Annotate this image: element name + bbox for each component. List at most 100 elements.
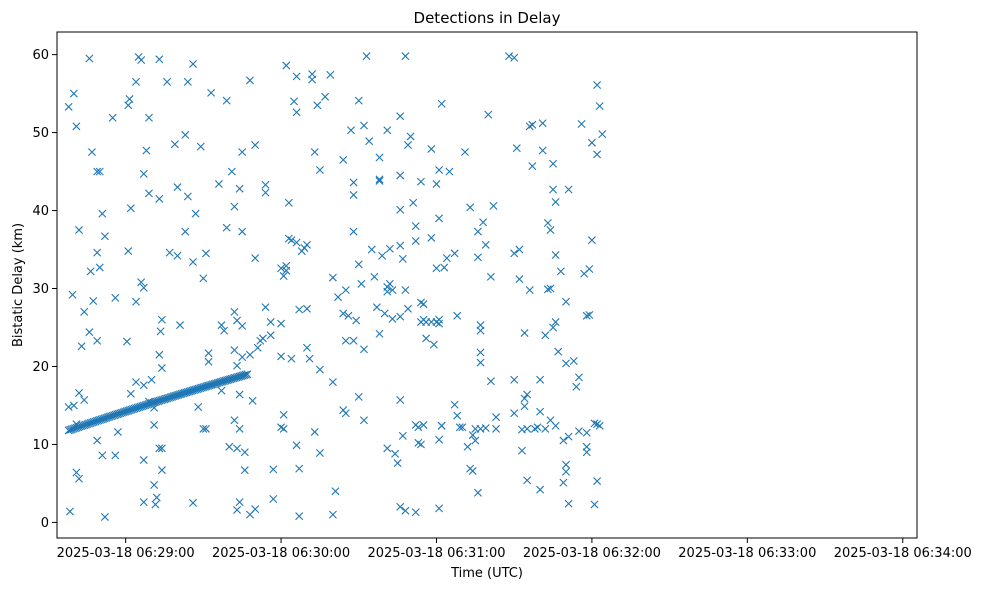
data-point	[445, 167, 454, 176]
data-point	[401, 506, 410, 515]
data-point	[155, 350, 164, 359]
data-point	[315, 365, 324, 374]
plot-frame	[56, 31, 918, 539]
data-point	[435, 319, 444, 328]
data-point	[144, 397, 153, 406]
data-point	[238, 353, 247, 362]
data-point	[354, 260, 363, 269]
y-tick-label: 0	[41, 516, 49, 531]
data-point	[396, 171, 405, 180]
data-point	[277, 352, 286, 361]
data-point	[554, 347, 563, 356]
data-point	[292, 441, 301, 450]
data-point	[476, 358, 485, 367]
data-point	[510, 53, 519, 62]
data-point	[582, 428, 591, 437]
data-point	[69, 89, 78, 98]
data-point	[398, 431, 407, 440]
data-point	[375, 329, 384, 338]
data-point	[437, 99, 446, 108]
data-point	[282, 261, 291, 270]
data-point	[144, 189, 153, 198]
data-point	[132, 378, 140, 387]
data-point	[396, 112, 405, 121]
data-point	[144, 113, 153, 122]
data-point	[251, 141, 260, 150]
data-point	[100, 232, 109, 241]
data-point	[93, 336, 102, 345]
data-point	[87, 148, 96, 157]
data-point	[429, 340, 438, 349]
data-point	[139, 169, 148, 178]
data-point	[137, 56, 146, 65]
data-point	[372, 303, 381, 312]
data-point	[551, 318, 560, 327]
data-point	[245, 76, 254, 85]
data-point	[238, 227, 247, 236]
data-point	[546, 284, 555, 293]
data-point	[122, 337, 131, 346]
data-point	[362, 52, 371, 61]
data-point	[108, 113, 117, 122]
y-tick-label: 50	[32, 126, 49, 141]
data-point	[157, 364, 166, 373]
data-point	[282, 61, 291, 70]
data-point	[590, 500, 599, 509]
data-point	[510, 375, 519, 384]
data-point	[383, 126, 392, 135]
data-point	[69, 401, 78, 410]
data-point	[349, 227, 358, 236]
data-point	[536, 375, 545, 384]
data-point	[95, 263, 104, 272]
data-point	[199, 424, 208, 433]
data-point	[357, 279, 366, 288]
data-point	[85, 328, 94, 337]
data-point	[279, 424, 288, 433]
data-point	[559, 478, 568, 487]
data-point	[201, 249, 210, 258]
data-point	[313, 101, 322, 110]
data-point	[302, 240, 311, 249]
data-point	[530, 424, 539, 433]
data-point	[65, 507, 74, 516]
data-point	[486, 377, 495, 386]
data-point	[523, 476, 532, 485]
data-point	[411, 222, 420, 231]
data-point	[385, 244, 394, 253]
data-point	[279, 272, 288, 281]
data-point	[113, 427, 122, 436]
data-point	[155, 444, 164, 453]
data-point	[549, 159, 558, 168]
data-point	[525, 122, 534, 131]
data-point	[147, 375, 156, 384]
data-point	[587, 236, 596, 245]
data-point	[137, 278, 146, 287]
data-point	[349, 190, 358, 199]
data-point	[295, 512, 304, 521]
data-point	[406, 132, 415, 141]
data-point	[321, 92, 330, 101]
data-point	[305, 354, 314, 363]
data-point	[72, 122, 81, 131]
data-point	[375, 153, 384, 162]
data-point	[396, 312, 405, 321]
data-point	[207, 88, 216, 97]
data-point	[396, 241, 405, 250]
data-point	[370, 272, 379, 281]
data-point	[241, 370, 250, 379]
data-point	[341, 336, 350, 345]
data-point	[277, 319, 286, 328]
data-point	[235, 184, 244, 193]
data-point	[515, 245, 524, 254]
data-point	[378, 251, 387, 260]
data-point	[251, 254, 260, 263]
data-point	[222, 96, 231, 105]
data-point	[261, 180, 270, 189]
data-point	[251, 505, 260, 514]
data-point	[479, 218, 488, 227]
data-point	[95, 167, 104, 176]
data-point	[541, 424, 550, 433]
data-point	[217, 386, 226, 395]
data-point	[517, 446, 526, 455]
data-point	[230, 307, 239, 316]
